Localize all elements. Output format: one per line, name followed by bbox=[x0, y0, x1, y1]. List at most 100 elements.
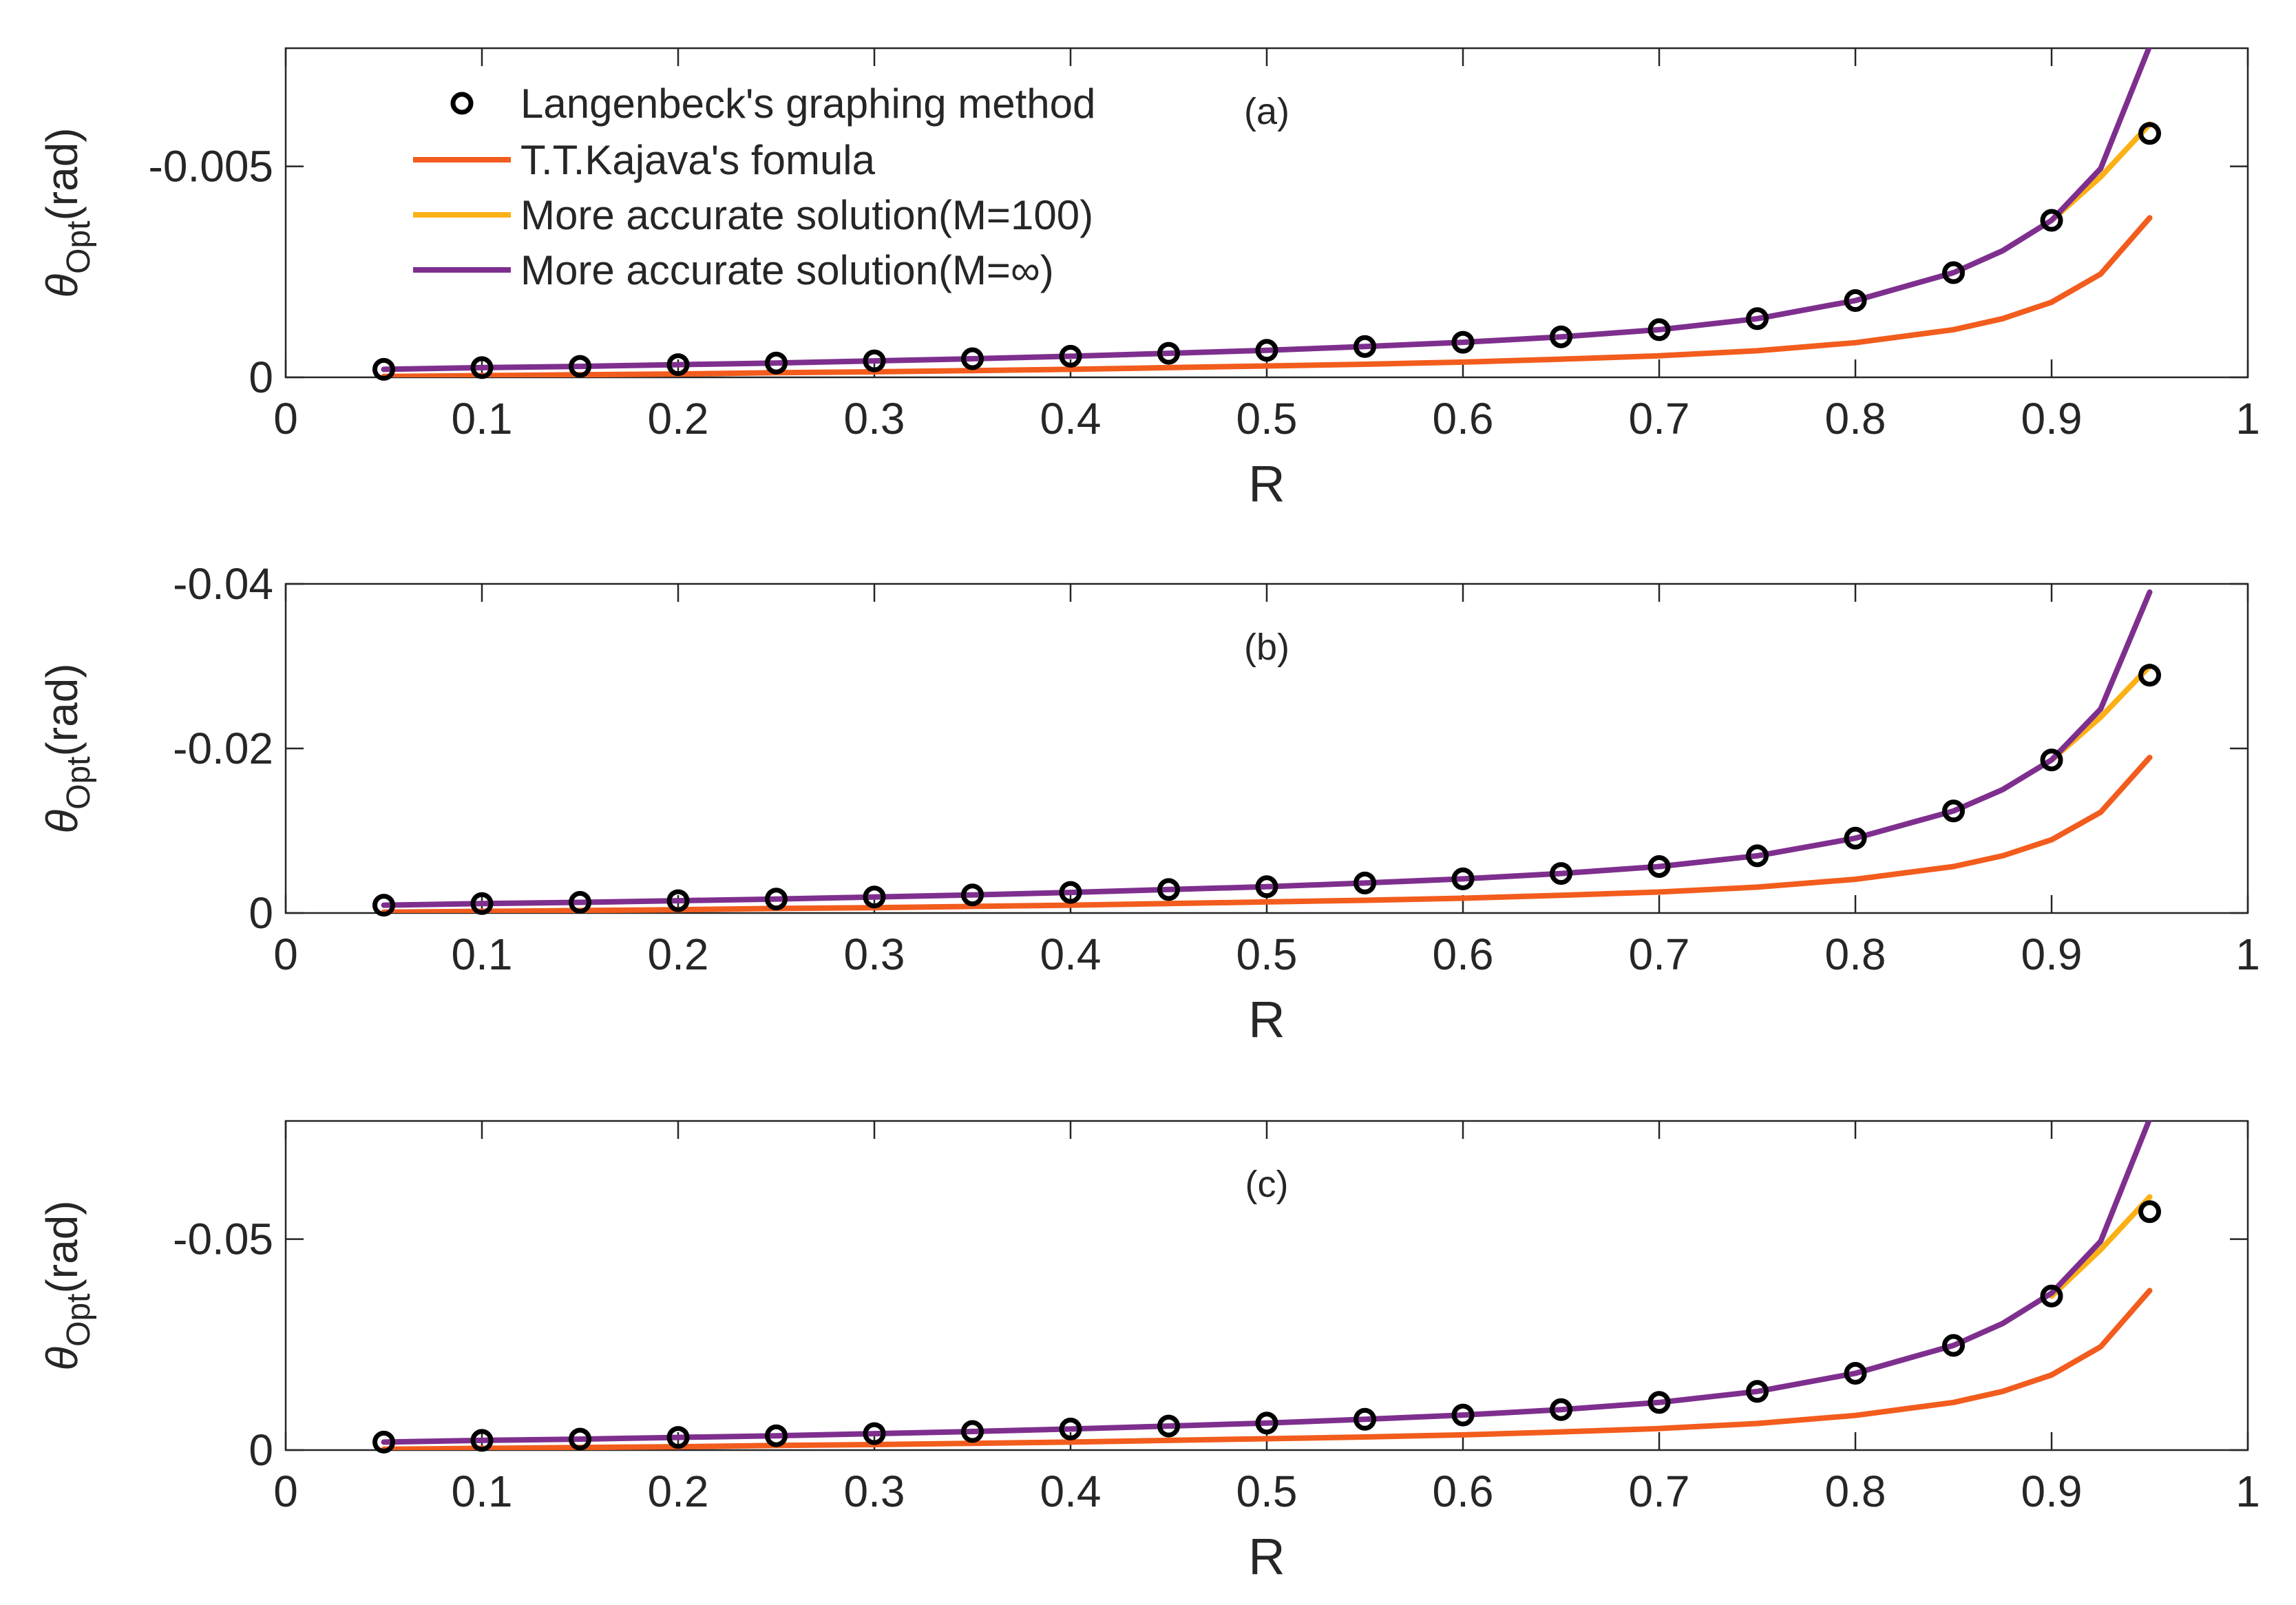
panel-annotation: (c) bbox=[1245, 1164, 1289, 1205]
data-point bbox=[1451, 1403, 1475, 1427]
legend: Langenbeck's graphing method T.T.Kajava's… bbox=[413, 81, 1095, 293]
data-point bbox=[569, 355, 591, 378]
data-point bbox=[961, 883, 984, 907]
data-point bbox=[470, 356, 494, 379]
y-tick-label: -0.05 bbox=[173, 1215, 273, 1264]
data-point bbox=[863, 349, 886, 373]
data-point bbox=[372, 357, 395, 381]
x-tick-label: 0.5 bbox=[1236, 394, 1298, 443]
x-tick-label: 0.6 bbox=[1433, 930, 1494, 979]
y-tick-label: -0.02 bbox=[173, 724, 273, 773]
data-point bbox=[1942, 799, 1965, 823]
x-tick-label: 0.9 bbox=[2021, 930, 2083, 979]
data-point bbox=[1059, 1417, 1082, 1440]
x-tick-label: 0 bbox=[273, 1467, 298, 1516]
x-tick-label: 0.7 bbox=[1629, 1467, 1690, 1516]
y-tick-label: 0 bbox=[249, 1425, 273, 1475]
panel-annotation: (b) bbox=[1244, 627, 1289, 668]
data-point bbox=[372, 894, 395, 917]
data-point bbox=[1451, 331, 1475, 354]
x-tick-label: 1 bbox=[2235, 1467, 2260, 1516]
y-axis-label: θOpt(rad) bbox=[37, 127, 97, 297]
y-tick-label: -0.04 bbox=[173, 559, 273, 609]
legend-label: More accurate solution(M=100) bbox=[520, 192, 1093, 238]
data-point bbox=[1059, 344, 1082, 368]
x-tick-label: 0.8 bbox=[1825, 930, 1886, 979]
data-point bbox=[1647, 855, 1671, 878]
data-point bbox=[470, 1429, 494, 1452]
x-tick-label: 0.7 bbox=[1629, 930, 1690, 979]
legend-marker bbox=[450, 92, 474, 115]
x-tick-label: 0.9 bbox=[2021, 1467, 2083, 1516]
data-point bbox=[765, 888, 788, 911]
data-point bbox=[1255, 1412, 1278, 1435]
series-line-3 bbox=[381, 48, 2152, 373]
x-tick-label: 1 bbox=[2235, 930, 2260, 979]
data-point bbox=[1746, 1380, 1769, 1403]
series-line-1 bbox=[381, 755, 2153, 913]
data-point bbox=[470, 892, 494, 915]
data-point bbox=[569, 891, 591, 914]
data-point bbox=[2040, 209, 2063, 232]
data-point bbox=[1942, 261, 1965, 284]
data-point bbox=[1746, 307, 1769, 331]
data-point bbox=[1550, 862, 1572, 885]
data-point bbox=[1844, 1362, 1867, 1385]
data-point bbox=[569, 1427, 591, 1451]
data-point bbox=[1451, 867, 1475, 890]
x-tick-label: 0.6 bbox=[1433, 1467, 1494, 1516]
x-tick-label: 0.5 bbox=[1236, 930, 1298, 979]
x-tick-label: 0.8 bbox=[1825, 394, 1886, 443]
data-point bbox=[2040, 748, 2063, 772]
x-tick-label: 0 bbox=[273, 394, 298, 443]
legend-label: T.T.Kajava's fomula bbox=[520, 137, 876, 183]
data-point bbox=[666, 889, 690, 912]
x-tick-label: 0.2 bbox=[648, 394, 709, 443]
x-tick-label: 0.4 bbox=[1040, 930, 1102, 979]
data-point bbox=[765, 351, 788, 375]
x-tick-label: 0.6 bbox=[1433, 394, 1494, 443]
data-point bbox=[863, 1422, 886, 1445]
data-point bbox=[961, 1420, 984, 1443]
data-point bbox=[666, 353, 690, 377]
data-point bbox=[1844, 826, 1867, 850]
x-tick-label: 0.2 bbox=[648, 1467, 709, 1516]
x-tick-label: 0.3 bbox=[844, 394, 905, 443]
x-tick-label: 0.9 bbox=[2021, 394, 2083, 443]
data-point bbox=[1354, 335, 1376, 358]
x-tick-label: 0.3 bbox=[844, 930, 905, 979]
data-point bbox=[2138, 1200, 2161, 1224]
y-tick-label: 0 bbox=[249, 888, 273, 938]
y-tick-label: 0 bbox=[249, 353, 273, 402]
data-point bbox=[1647, 318, 1671, 342]
x-tick-label: 0 bbox=[273, 930, 298, 979]
panel-annotation: (a) bbox=[1244, 91, 1289, 132]
data-point bbox=[2138, 664, 2161, 687]
y-axis-label: θOpt(rad) bbox=[37, 1200, 97, 1370]
data-point bbox=[1942, 1334, 1965, 1357]
data-point bbox=[1844, 289, 1867, 312]
panel-a: 0 0.1 0.2 0.3 0.4 0.5 0.6 0.7 0.8 0.9 1 0 -0.005 RθOp… bbox=[37, 47, 2260, 512]
x-tick-label: 0.1 bbox=[452, 930, 513, 979]
series-line-3 bbox=[381, 1121, 2152, 1445]
data-point bbox=[1157, 1414, 1180, 1438]
x-axis-label: R bbox=[1248, 991, 1285, 1048]
x-tick-label: 0.5 bbox=[1236, 1467, 1298, 1516]
data-point bbox=[765, 1424, 788, 1447]
data-point bbox=[2138, 122, 2161, 145]
series-line-3 bbox=[381, 589, 2153, 908]
data-point bbox=[1746, 844, 1769, 868]
data-point bbox=[1157, 878, 1180, 901]
series-line-2 bbox=[2049, 1194, 2153, 1299]
data-point bbox=[1255, 875, 1278, 899]
x-tick-label: 0.2 bbox=[648, 930, 709, 979]
panel-c: 0 0.1 0.2 0.3 0.4 0.5 0.6 0.7 0.8 0.9 1 0 -0.05 RθOpt… bbox=[37, 1120, 2260, 1585]
x-axis-label: R bbox=[1248, 455, 1285, 512]
x-tick-label: 0.4 bbox=[1040, 394, 1102, 443]
x-tick-label: 0.1 bbox=[452, 394, 513, 443]
x-tick-label: 1 bbox=[2235, 394, 2260, 443]
data-point bbox=[961, 347, 984, 370]
data-point bbox=[666, 1426, 690, 1449]
y-axis-label: θOpt(rad) bbox=[37, 663, 97, 833]
data-point bbox=[1255, 339, 1278, 362]
